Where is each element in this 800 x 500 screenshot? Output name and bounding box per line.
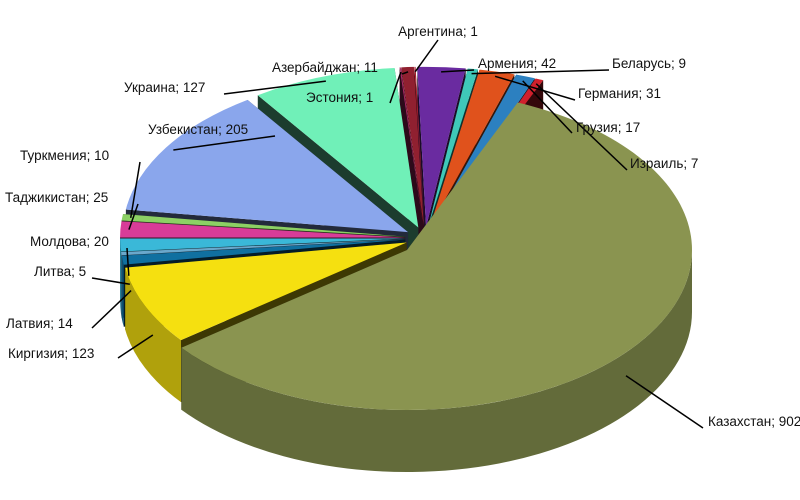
leader-line-lithuania	[91, 277, 130, 285]
leader-line-ukraine	[223, 80, 326, 95]
slice-side-kazakhstan	[181, 250, 692, 473]
slice-label-argentina: Аргентина; 1	[398, 24, 478, 39]
leader-line-argentina	[414, 39, 439, 73]
leader-line-israel	[535, 83, 628, 171]
pie-tops	[120, 66, 692, 410]
slice-label-azerbaijan: Азербайджан; 11	[272, 60, 378, 75]
slice-label-kyrgyzstan: Киргизия; 123	[8, 346, 94, 361]
leader-line-armenia	[441, 69, 475, 73]
slice-label-armenia: Армения; 42	[478, 56, 556, 71]
slice-label-estonia: Эстония; 1	[306, 90, 373, 105]
leader-line-kyrgyzstan	[117, 334, 154, 359]
slice-label-georgia: Грузия; 17	[576, 120, 640, 135]
slice-kazakhstan	[181, 102, 692, 410]
leader-line-georgia	[522, 80, 573, 134]
leader-line-germany	[494, 75, 576, 101]
slice-side-latvia	[121, 255, 124, 327]
slice-germany	[429, 69, 515, 228]
label-leaders	[91, 39, 704, 429]
slice-argentina	[414, 66, 425, 227]
slice-label-latvia: Латвия; 14	[6, 316, 73, 331]
leader-line-tajikistan	[128, 203, 139, 230]
slice-tajikistan	[120, 221, 406, 238]
slice-moldova	[120, 238, 406, 252]
leader-line-belarus	[471, 69, 610, 75]
slice-azerbaijan	[401, 66, 424, 227]
slice-side-kyrgyzstan	[125, 267, 181, 403]
leader-line-estonia	[389, 71, 402, 104]
leader-line-moldova	[126, 247, 130, 276]
slice-turkmenia	[121, 214, 406, 237]
slice-uzbekistan	[125, 99, 409, 233]
slice-label-kazakhstan: Казахстан; 902	[708, 414, 800, 429]
leader-line-turkmenia	[129, 161, 141, 219]
slice-estonia	[399, 67, 424, 227]
slice-label-moldova: Молдова; 20	[30, 234, 109, 249]
slice-side-lithuania	[121, 252, 122, 318]
slice-label-belarus: Беларусь; 9	[612, 56, 686, 71]
slice-label-turkmenia: Туркмения; 10	[20, 148, 109, 163]
slice-label-ukraine: Украина; 127	[124, 80, 205, 95]
leader-line-uzbekistan	[173, 135, 276, 151]
leader-line-azerbaijan	[401, 71, 409, 75]
slice-label-germany: Германия; 31	[578, 86, 661, 101]
slice-label-uzbekistan: Узбекистан; 205	[148, 122, 248, 137]
leader-line-latvia	[91, 290, 132, 329]
leader-line-kazakhstan	[625, 375, 704, 429]
slice-label-lithuania: Литва; 5	[34, 264, 86, 279]
slice-belarus	[428, 68, 479, 227]
slice-label-tajikistan: Таджикистан; 25	[5, 190, 108, 205]
slice-latvia	[121, 239, 406, 265]
slice-ukraine	[257, 68, 419, 228]
slice-labels: Аргентина; 1 Армения; 42 Беларусь; 9 Герман…	[5, 24, 800, 429]
slice-side-moldova	[120, 238, 121, 314]
slice-armenia	[417, 66, 466, 227]
slice-label-israel: Израиль; 7	[630, 156, 698, 171]
slice-lithuania	[121, 239, 406, 256]
slice-kyrgyzstan	[125, 242, 407, 341]
